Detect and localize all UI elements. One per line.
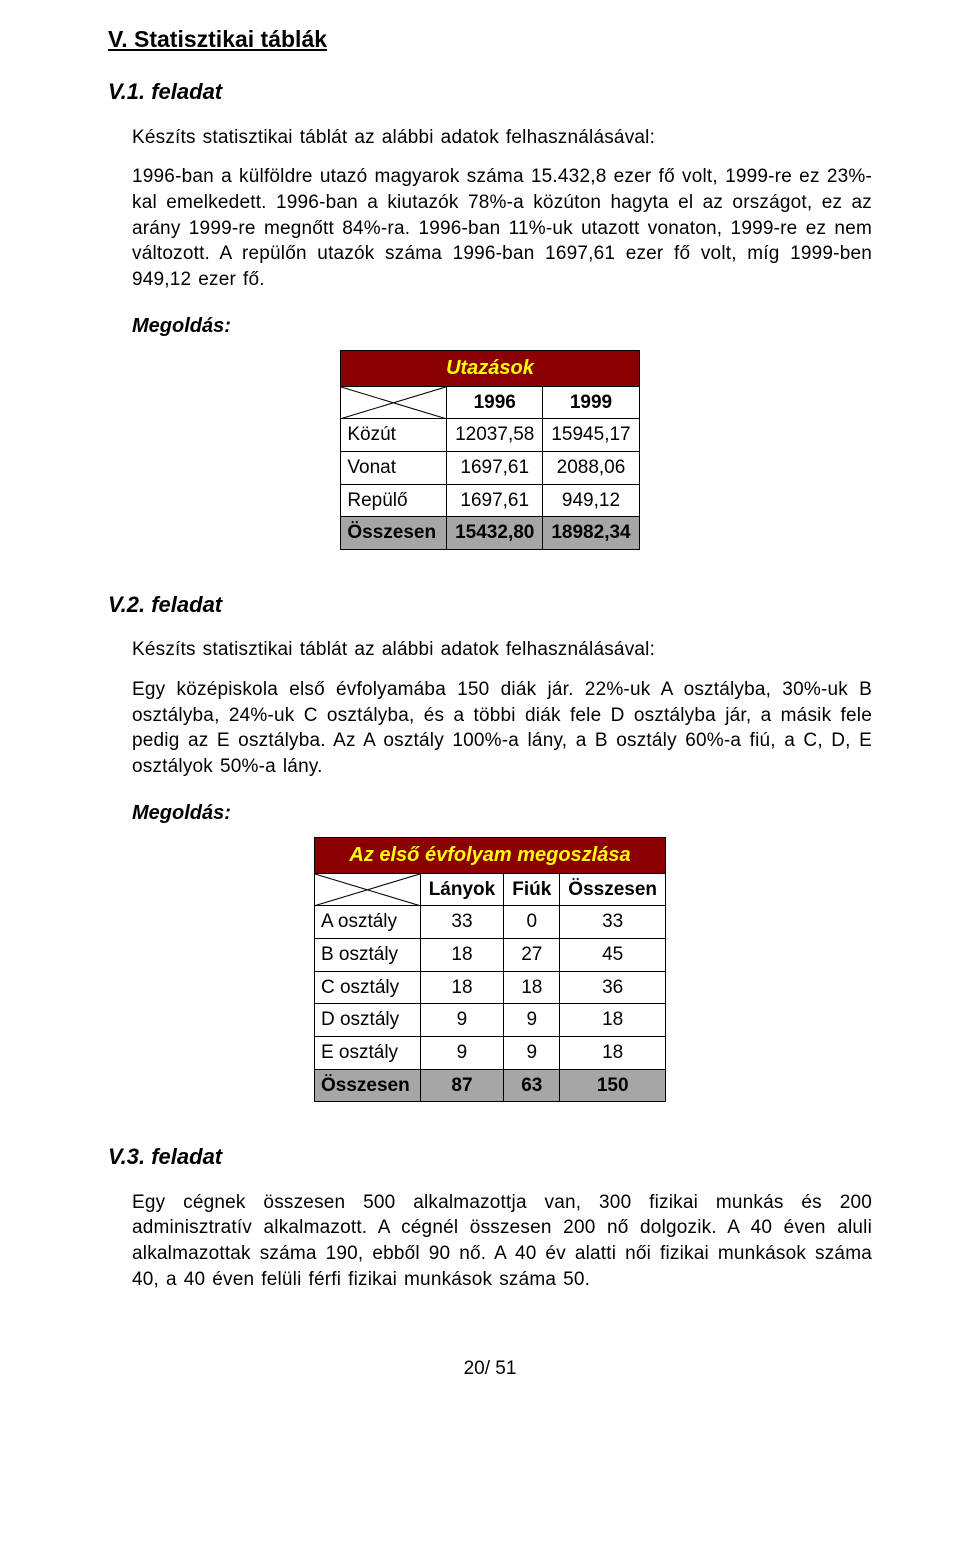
task1-row1-1999: 2088,06 [543,451,639,484]
task1-col-1999: 1999 [543,386,639,419]
task3-p1: Egy cégnek összesen 500 alkalmazottja va… [132,1190,872,1293]
task2-col-fiuk: Fiúk [504,873,560,906]
task2-col-lanyok: Lányok [420,873,504,906]
task1-table: Utazások 1996 1999 Közút 12037,58 15945,… [340,350,639,550]
task1-row1-1996: 1697,61 [447,451,543,484]
task1-row1-label: Vonat [341,451,447,484]
table-cross-cell [341,386,447,419]
task2-row4-fiu: 9 [504,1036,560,1069]
task2-table: Az első évfolyam megoszlása Lányok Fiúk … [314,837,666,1102]
task1-p2: 1996-ban a külföldre utazó magyarok szám… [132,164,872,292]
task1-p1: Készíts statisztikai táblát az alábbi ad… [132,125,872,151]
task2-row2-sum: 36 [560,971,666,1004]
task1-col-1996: 1996 [447,386,543,419]
page-number: 20/ 51 [108,1356,872,1382]
task1-row2-label: Repülő [341,484,447,517]
task2-row4-sum: 18 [560,1036,666,1069]
task1-solution-label: Megoldás: [132,313,872,340]
task2-row0-sum: 33 [560,906,666,939]
task1-row0-label: Közút [341,419,447,452]
task2-row2-label: C osztály [314,971,420,1004]
task2-total-sum: 150 [560,1069,666,1102]
task2-row2-lany: 18 [420,971,504,1004]
task2-row3-lany: 9 [420,1004,504,1037]
task2-row2-fiu: 18 [504,971,560,1004]
task2-row3-label: D osztály [314,1004,420,1037]
task2-row3-fiu: 9 [504,1004,560,1037]
section-title: V. Statisztikai táblák [108,24,872,55]
task2-row0-fiu: 0 [504,906,560,939]
task2-p2: Egy középiskola első évfolyamába 150 diá… [132,677,872,780]
task1-row0-1996: 12037,58 [447,419,543,452]
task2-total-label: Összesen [314,1069,420,1102]
task2-row1-fiu: 27 [504,938,560,971]
task1-table-title: Utazások [341,350,639,386]
task1-total-label: Összesen [341,517,447,550]
task2-total-fiu: 63 [504,1069,560,1102]
task2-row3-sum: 18 [560,1004,666,1037]
task3-heading: V.3. feladat [108,1142,872,1172]
task2-row1-sum: 45 [560,938,666,971]
task2-row4-lany: 9 [420,1036,504,1069]
task2-row1-label: B osztály [314,938,420,971]
task2-row0-label: A osztály [314,906,420,939]
task1-row0-1999: 15945,17 [543,419,639,452]
task2-table-wrap: Az első évfolyam megoszlása Lányok Fiúk … [108,837,872,1102]
task2-heading: V.2. feladat [108,590,872,620]
table-cross-cell-2 [314,873,420,906]
task1-total-1996: 15432,80 [447,517,543,550]
task2-p1: Készíts statisztikai táblát az alábbi ad… [132,637,872,663]
task2-solution-label: Megoldás: [132,800,872,827]
task1-row2-1996: 1697,61 [447,484,543,517]
cross-icon [315,874,420,906]
task2-total-lany: 87 [420,1069,504,1102]
cross-icon [341,387,446,419]
task2-row1-lany: 18 [420,938,504,971]
task1-table-wrap: Utazások 1996 1999 Közút 12037,58 15945,… [108,350,872,550]
task1-row2-1999: 949,12 [543,484,639,517]
task2-row0-lany: 33 [420,906,504,939]
task1-total-1999: 18982,34 [543,517,639,550]
task2-row4-label: E osztály [314,1036,420,1069]
task2-col-osszesen: Összesen [560,873,666,906]
task2-table-title: Az első évfolyam megoszlása [314,837,665,873]
task1-heading: V.1. feladat [108,77,872,107]
